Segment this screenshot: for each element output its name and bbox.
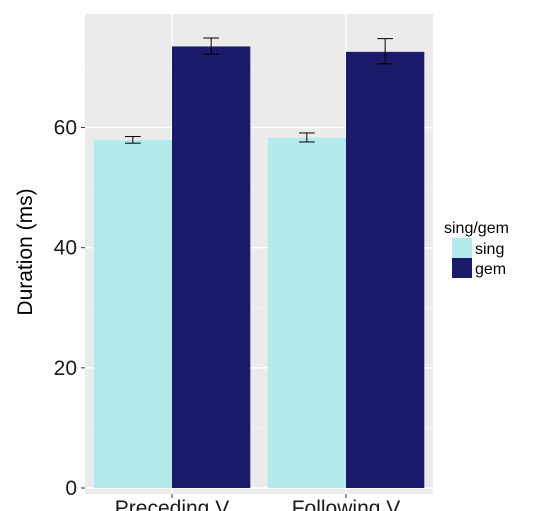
- x-tick-label: Following V: [292, 497, 401, 511]
- legend-label-sing: sing: [475, 241, 504, 258]
- y-tick-label: 40: [54, 237, 77, 260]
- y-axis: 0 20 40 60: [54, 117, 85, 500]
- legend: sing/gem sing gem: [444, 220, 509, 278]
- y-axis-title: Duration (ms): [14, 188, 37, 315]
- legend-key-gem: [452, 258, 472, 278]
- y-tick-label: 0: [65, 477, 77, 500]
- y-tick-label: 60: [54, 117, 77, 140]
- y-tick-label: 20: [54, 357, 77, 380]
- bars: [93, 46, 425, 488]
- error-bars: [125, 37, 393, 144]
- legend-title: sing/gem: [444, 220, 509, 237]
- bar-gem: [346, 51, 425, 488]
- bar-gem: [172, 46, 251, 488]
- x-axis: Preceding V Following V: [115, 494, 400, 511]
- bar-sing: [93, 140, 172, 488]
- bar-sing: [267, 137, 346, 488]
- x-tick-label: Preceding V: [115, 497, 229, 511]
- legend-key-sing: [452, 238, 472, 258]
- legend-label-gem: gem: [475, 261, 506, 278]
